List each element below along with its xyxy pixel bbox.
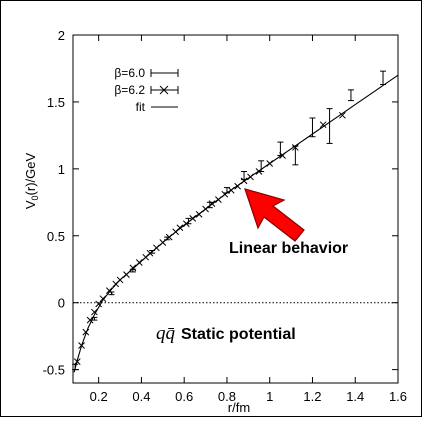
x-tick-label: 1.4 [346, 389, 364, 404]
x-tick-label: 0.8 [218, 389, 236, 404]
datapoint-beta-6-2 [189, 215, 197, 222]
datapoint-beta-6-2 [105, 287, 113, 294]
x-tick-label: 1.6 [389, 389, 407, 404]
datapoint-beta-6-2 [208, 200, 216, 207]
datapoint-beta-6-2 [266, 160, 274, 167]
static-potential-text: Static potential [181, 326, 296, 343]
red-arrow [244, 188, 305, 242]
datapoint-beta-6-2 [247, 173, 254, 181]
datapoint-beta-6-2 [339, 111, 346, 119]
datapoint-beta-6-2 [292, 144, 299, 151]
datapoint-beta-6-2 [153, 244, 160, 252]
plot-axes [72, 34, 399, 384]
datapoint-beta-6-0 [206, 201, 213, 209]
legend-label-fit: fit [136, 100, 146, 114]
y-tick-label: 1 [58, 162, 65, 177]
datapoint-beta-6-2 [319, 121, 327, 129]
datapoint-beta-6-2 [91, 308, 98, 316]
legend-marker-beta-6-2 [150, 85, 179, 95]
plot-frame [72, 34, 399, 384]
legend-marker-beta-6-0 [150, 69, 179, 77]
static-potential-label: qq̄ Static potential [156, 323, 296, 344]
x-tick-label: 0.6 [175, 389, 193, 404]
datapoint-beta-6-2 [165, 233, 173, 241]
datapoint-beta-6-2 [279, 152, 286, 159]
datapoint-beta-6-2 [227, 186, 235, 194]
datapoint-beta-6-2 [221, 190, 229, 198]
datapoint-beta-6-2 [78, 342, 85, 349]
datapoint-beta-6-2 [234, 182, 241, 190]
datapoint-beta-6-0 [380, 70, 387, 86]
datapoint-beta-6-2 [135, 259, 143, 266]
y-tick-label: -0.5 [43, 363, 65, 378]
datapoint-beta-6-2 [99, 295, 107, 303]
datapoint-beta-6-2 [240, 177, 248, 185]
y-axis-label-sub: 0 [30, 195, 40, 200]
datapoint-beta-6-2 [176, 224, 184, 232]
qqbar-symbol: qq̄ [156, 323, 176, 344]
x-tick-label: 1 [266, 389, 273, 404]
datapoint-beta-6-0 [347, 89, 354, 102]
x-tick-label: 1.2 [303, 389, 321, 404]
datapoint-beta-6-2 [123, 271, 130, 278]
datapoint-beta-6-0 [326, 108, 333, 144]
datapoint-beta-6-2 [202, 205, 209, 213]
y-tick-label: 1.5 [47, 95, 65, 110]
y-axis-label: V0(r)/GeV [23, 153, 40, 210]
y-axis-label-main: V [23, 200, 38, 209]
datapoint-beta-6-2 [86, 316, 94, 324]
datapoint-beta-6-2 [182, 220, 190, 228]
datapoint-beta-6-2 [255, 168, 263, 175]
datapoint-beta-6-2 [159, 239, 167, 246]
datapoint-beta-6-2 [195, 211, 203, 218]
x-tick-label: 0.4 [132, 389, 150, 404]
datapoint-beta-6-2 [129, 264, 137, 272]
y-tick-label: 0.5 [47, 229, 65, 244]
datapoint-beta-6-0 [309, 117, 316, 138]
tick-labels-layer: 0.2 0.4 0.6 0.8 1 1.2 1.4 1.6 -0.5 0 0.5 1 1.5 2 [43, 28, 407, 404]
y-tick-label: 0 [58, 296, 65, 311]
datapoint-beta-6-2 [82, 328, 90, 336]
x-axis-label: r/fm [228, 400, 250, 415]
legend-label-beta-6-2: β=6.2 [114, 83, 145, 97]
datapoint-beta-6-2 [146, 249, 154, 257]
y-axis-label-rest: (r)/GeV [23, 153, 38, 196]
datapoint-beta-6-2 [73, 358, 81, 365]
x-tick-label: 0.2 [90, 389, 108, 404]
datapoint-beta-6-2 [95, 300, 103, 308]
legend-label-beta-6-0: β=6.0 [114, 66, 145, 80]
datapoint-beta-6-2 [116, 276, 124, 284]
legend: β=6.0 β=6.2 fit [114, 66, 179, 114]
datapoint-beta-6-2 [215, 196, 222, 203]
data-points-layer [72, 70, 387, 371]
linear-behavior-label: Linear behavior [229, 240, 348, 257]
y-tick-label: 2 [58, 28, 65, 43]
